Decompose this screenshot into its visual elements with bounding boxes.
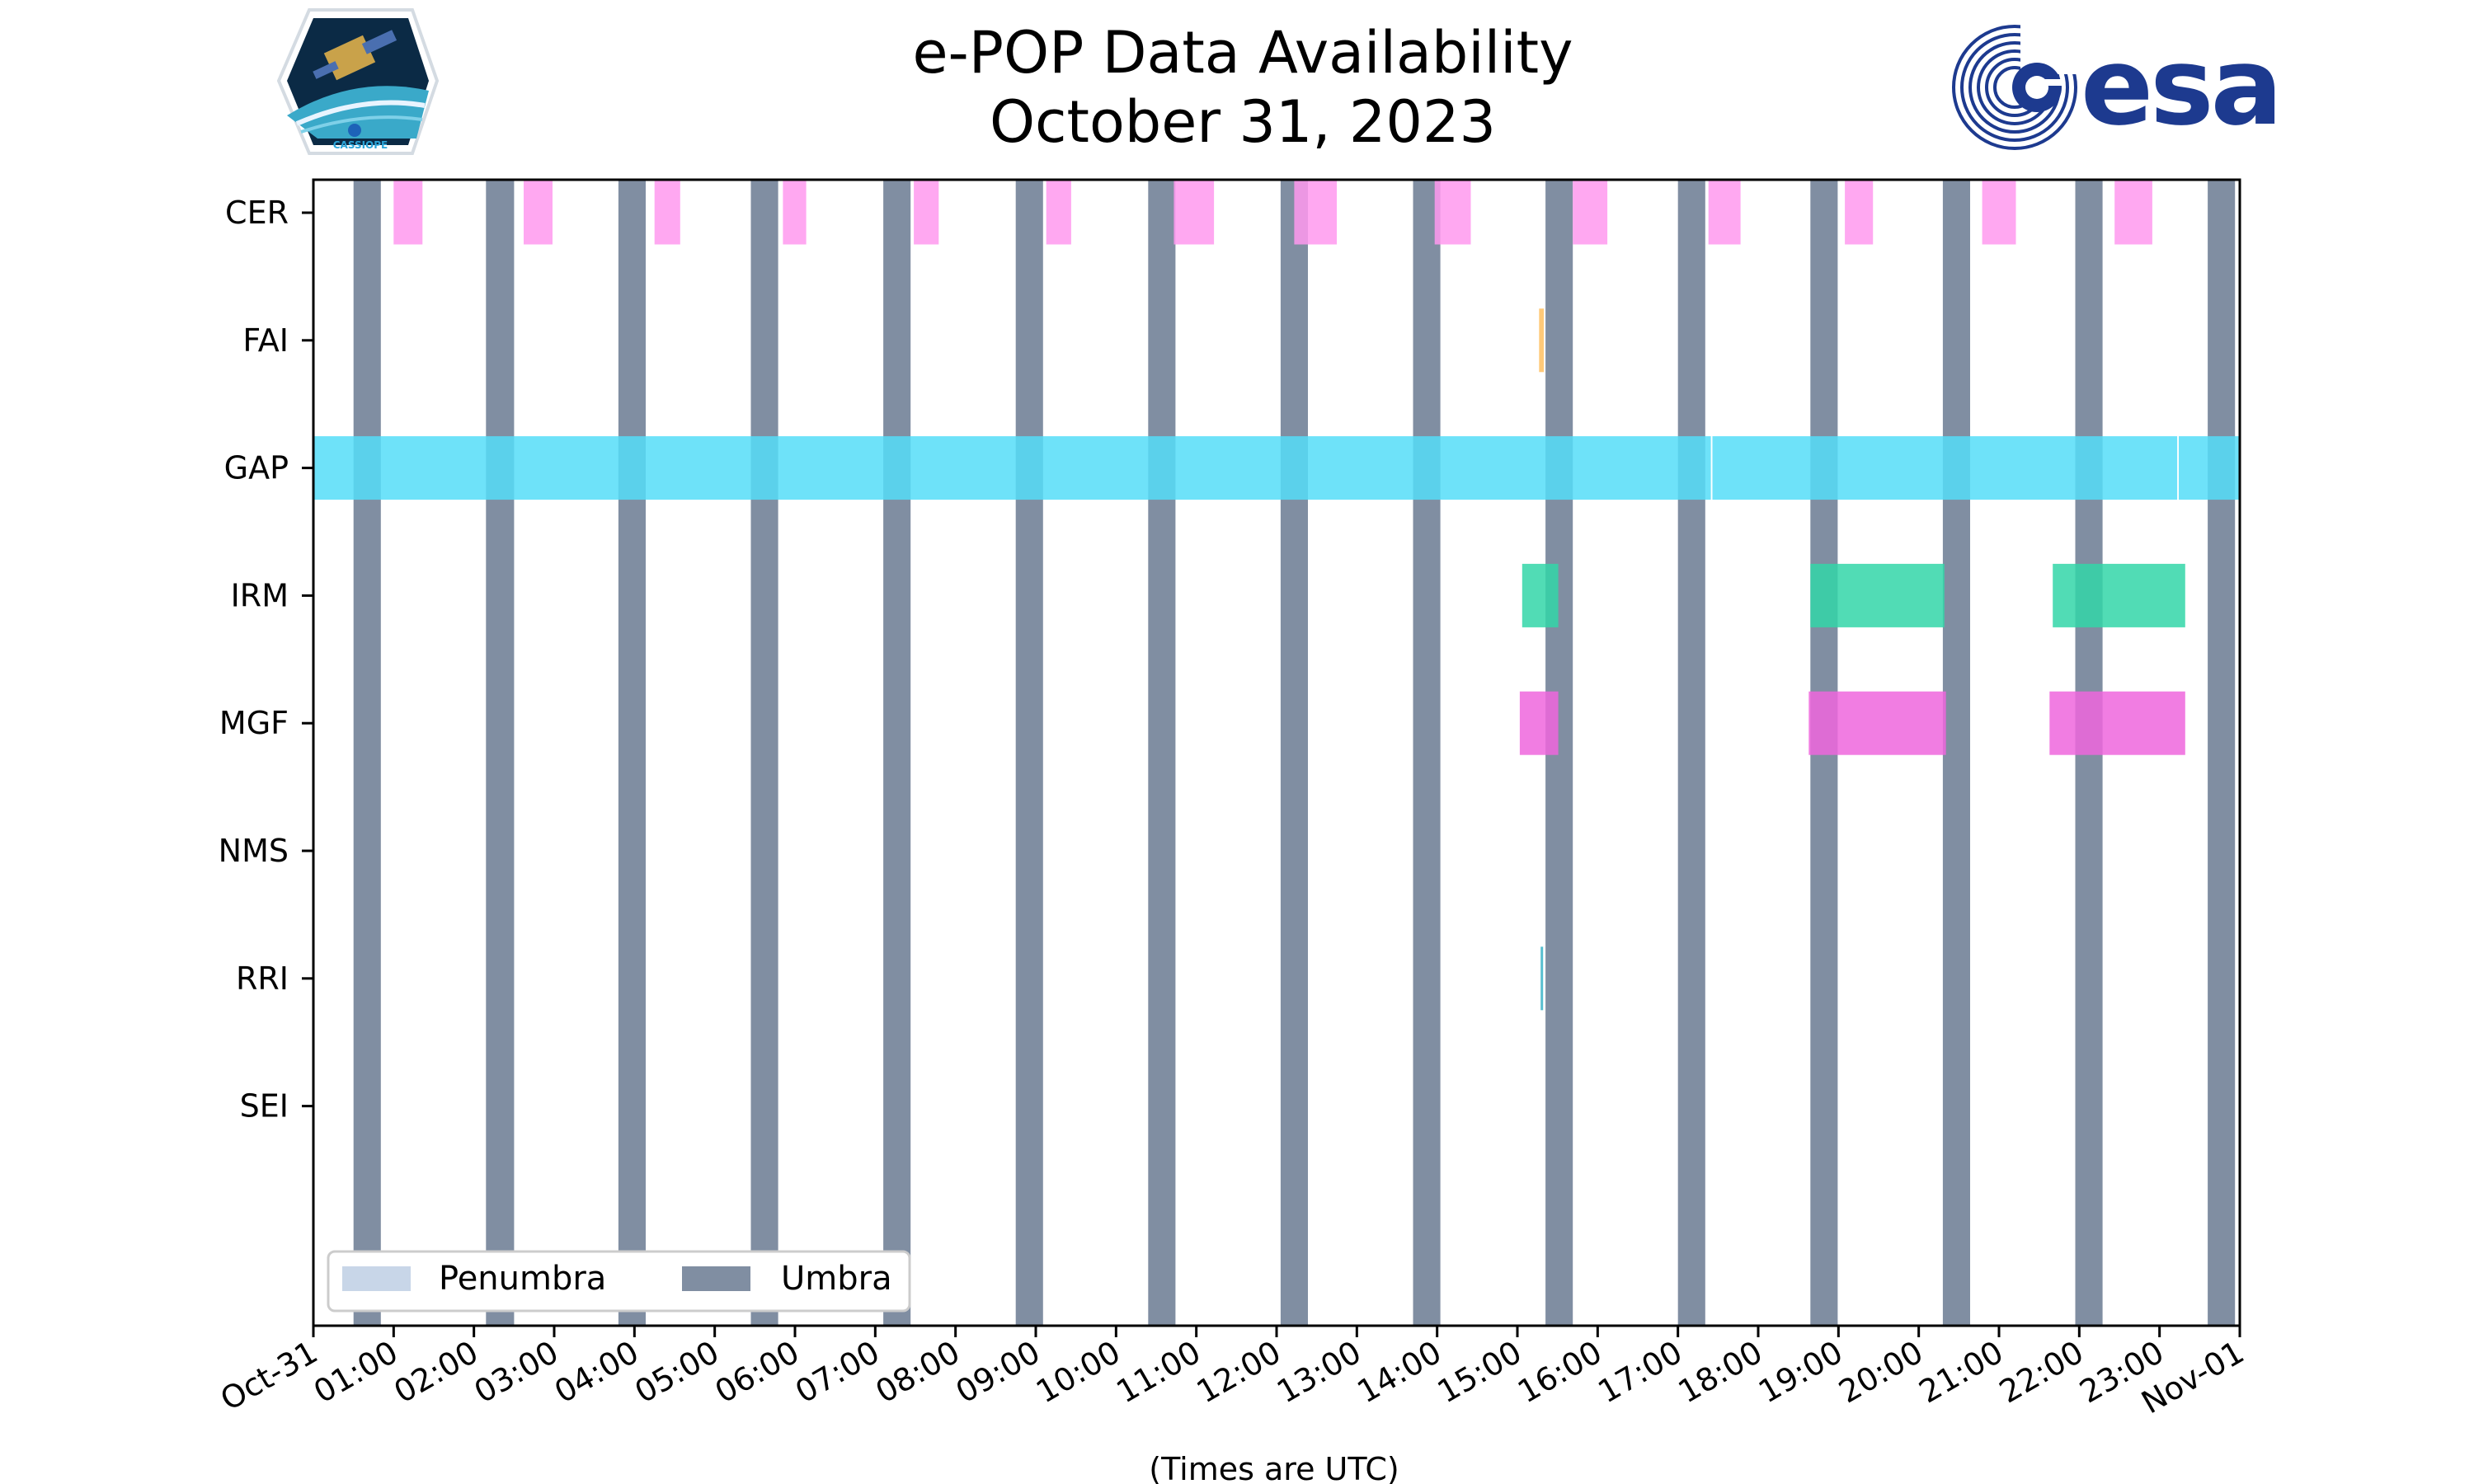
x-tick-label-1: 01:00 <box>308 1334 404 1411</box>
umbra-band-8 <box>1413 180 1441 1326</box>
x-tick-label-18: 18:00 <box>1672 1334 1769 1411</box>
umbra-band-10 <box>1677 180 1705 1326</box>
cassiope-logo: CASSIOPE <box>276 8 440 155</box>
umbra-band-1 <box>486 180 515 1326</box>
umbra-band-6 <box>1148 180 1176 1326</box>
x-tick-label-8: 08:00 <box>869 1334 966 1411</box>
plot-area: CER FAI GAP IRM MGF NMS RRI SEI Oct-3101:0002:0… <box>214 178 2251 1421</box>
x-tick-label-22: 22:00 <box>1993 1334 2090 1411</box>
y-tick-label-mgf: MGF <box>219 705 289 741</box>
cer-bar-13 <box>2114 181 2152 245</box>
umbra-band-7 <box>1280 180 1308 1326</box>
umbra-band-12 <box>1942 180 1970 1326</box>
cer-bar-7 <box>1294 181 1337 245</box>
legend-label-umbra: Umbra <box>781 1260 892 1298</box>
x-tick-label-0: Oct-31 <box>214 1334 324 1418</box>
umbra-band-2 <box>618 180 646 1326</box>
cer-bar-8 <box>1434 181 1471 245</box>
gap-bar-0 <box>313 436 1711 500</box>
legend-label-penumbra: Penumbra <box>439 1260 606 1298</box>
cer-bar-4 <box>914 181 939 245</box>
mgf-bar-1 <box>1808 691 1946 755</box>
esa-logo: esa <box>1952 24 2283 150</box>
cer-bar-5 <box>1046 181 1071 245</box>
legend-swatch-penumbra <box>342 1266 411 1291</box>
x-tick-label-14: 14:00 <box>1351 1334 1447 1411</box>
cer-bar-2 <box>654 181 680 245</box>
irm-bar-1 <box>1810 563 1945 627</box>
cer-bar-11 <box>1845 181 1874 245</box>
x-tick-label-13: 13:00 <box>1271 1334 1367 1411</box>
legend-frame <box>327 1250 911 1313</box>
x-tick-label-5: 05:00 <box>628 1334 725 1411</box>
rri-bar-0 <box>1540 946 1544 1011</box>
umbra-bands <box>353 180 2236 1326</box>
y-tick-label-rri: RRI <box>236 960 289 997</box>
fai-bar-0 <box>1539 308 1545 373</box>
esa-logo-text: esa <box>2081 24 2279 149</box>
y-tick-label-gap: GAP <box>224 450 289 486</box>
x-tick-label-9: 09:00 <box>950 1334 1047 1411</box>
x-tick-label-17: 17:00 <box>1592 1334 1688 1411</box>
x-tick-label-3: 03:00 <box>468 1334 565 1411</box>
irm-bar-2 <box>2053 563 2185 627</box>
cer-bar-6 <box>1174 181 1215 245</box>
x-tick-label-2: 02:00 <box>388 1334 484 1411</box>
umbra-band-3 <box>750 180 778 1326</box>
umbra-band-5 <box>1015 180 1043 1326</box>
esa-swirl-icon <box>1952 25 2077 150</box>
instrument-bars <box>313 181 2240 1011</box>
y-tick-label-sei: SEI <box>240 1088 289 1125</box>
y-tick-label-fai: FAI <box>242 322 289 359</box>
cer-bar-9 <box>1573 181 1608 245</box>
gap-bar-1 <box>1712 436 2178 500</box>
gap-bar-2 <box>2179 436 2240 500</box>
irm-bar-0 <box>1522 563 1559 627</box>
legend-swatch-umbra <box>682 1266 750 1291</box>
cer-bar-3 <box>783 181 807 245</box>
x-tick-label-21: 21:00 <box>1913 1334 2010 1411</box>
umbra-band-14 <box>2208 180 2236 1326</box>
cassiope-logo-text: CASSIOPE <box>333 139 388 151</box>
x-tick-label-10: 10:00 <box>1030 1334 1126 1411</box>
y-tick-label-cer: CER <box>225 195 289 231</box>
cer-bar-0 <box>393 181 423 245</box>
x-tick-label-19: 19:00 <box>1752 1334 1849 1411</box>
y-axis: CER FAI GAP IRM MGF NMS RRI SEI <box>219 195 313 1125</box>
y-tick-label-irm: IRM <box>231 577 289 613</box>
cer-bar-1 <box>524 181 553 245</box>
umbra-band-0 <box>353 180 381 1326</box>
x-tick-label-20: 20:00 <box>1832 1334 1929 1411</box>
x-tick-label-4: 04:00 <box>548 1334 645 1411</box>
x-tick-label-11: 11:00 <box>1110 1334 1206 1411</box>
cer-bar-10 <box>1708 181 1741 245</box>
x-tick-label-16: 16:00 <box>1512 1334 1608 1411</box>
legend: Penumbra Umbra <box>327 1250 911 1313</box>
chart-title: e-POP Data Availability <box>912 19 1573 87</box>
cer-bar-12 <box>1982 181 2016 245</box>
x-tick-label-7: 07:00 <box>789 1334 886 1411</box>
x-tick-label-6: 06:00 <box>709 1334 806 1411</box>
x-axis: Oct-3101:0002:0003:0004:0005:0006:0007:0… <box>214 1326 2251 1421</box>
chart-subtitle: October 31, 2023 <box>990 88 1496 156</box>
mgf-bar-0 <box>1519 691 1559 755</box>
x-tick-label-15: 15:00 <box>1432 1334 1528 1411</box>
umbra-band-4 <box>883 180 911 1326</box>
x-axis-title: (Times are UTC) <box>1149 1451 1399 1484</box>
x-tick-label-12: 12:00 <box>1191 1334 1287 1411</box>
mgf-bar-2 <box>2049 691 2185 755</box>
y-tick-label-nms: NMS <box>219 833 289 869</box>
